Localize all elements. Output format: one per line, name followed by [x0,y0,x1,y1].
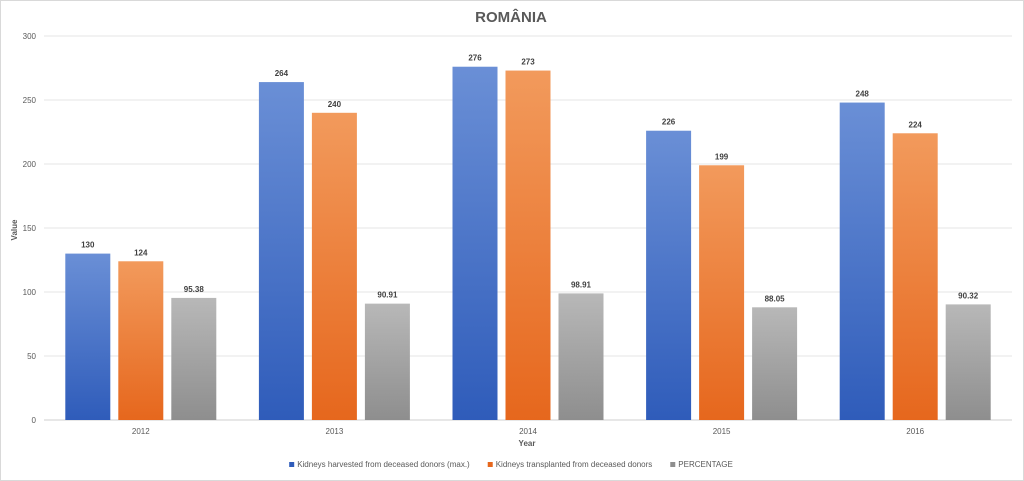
x-tick-label: 2012 [132,427,150,436]
data-label: 240 [328,100,342,109]
data-label: 95.38 [184,285,205,294]
x-tick-label: 2014 [519,427,537,436]
y-tick-label: 100 [23,288,37,297]
data-label: 98.91 [571,280,592,289]
legend-label: Kidneys transplanted from deceased donor… [496,460,653,469]
y-axis-ticks: 0 50 100 150 200 250 300 [23,32,37,425]
bar-2016-2 [945,304,991,420]
bar-2015-0 [646,130,692,420]
legend-swatch [289,462,295,467]
data-label: 273 [521,58,535,67]
x-tick-label: 2016 [906,427,924,436]
bar-2013-2 [364,303,410,420]
data-labels: 130 124 95.38 264 240 90.91 276 273 98.91 226 199 8… [81,54,979,304]
x-tick-label: 2013 [326,427,344,436]
data-label: 199 [715,152,729,161]
data-label: 248 [856,90,870,99]
legend-item: PERCENTAGE [670,460,733,469]
y-tick-label: 300 [23,32,37,41]
legend-item: Kidneys harvested from deceased donors (… [289,460,470,469]
bar-2012-2 [171,297,217,420]
y-tick-label: 50 [27,352,36,361]
bar-2012-0 [65,253,111,420]
legend-label: Kidneys harvested from deceased donors (… [297,460,470,469]
data-label: 224 [909,120,923,129]
bar-2013-1 [311,112,357,421]
legend-item: Kidneys transplanted from deceased donor… [487,460,653,469]
data-label: 276 [468,54,482,63]
data-label: 130 [81,241,95,250]
y-tick-label: 0 [32,416,37,425]
bar-2014-1 [505,70,551,420]
bar-2015-1 [699,165,745,420]
data-label: 88.05 [765,294,786,303]
bar-2012-1 [118,261,164,420]
data-label: 90.91 [377,291,398,300]
bar-2015-2 [752,307,798,420]
data-label: 264 [275,69,289,78]
bar-2014-0 [452,66,498,420]
legend-swatch [670,462,676,467]
data-label: 226 [662,118,676,127]
chart-title: ROMÂNIA [475,8,547,26]
legend-label: PERCENTAGE [678,460,733,469]
x-axis-ticks: 2012 2013 2014 2015 2016 [132,427,925,436]
x-axis-label: Year [519,439,536,448]
bar-2014-2 [558,293,604,420]
y-tick-label: 250 [23,96,37,105]
x-tick-label: 2015 [713,427,731,436]
y-tick-label: 200 [23,160,37,169]
bar-2013-0 [258,82,304,420]
bar-2016-0 [839,102,885,420]
legend: Kidneys harvested from deceased donors (… [289,460,733,469]
y-axis-label: Value [10,219,19,240]
bars [65,66,991,421]
legend-swatch [487,462,493,467]
data-label: 90.32 [958,291,979,300]
y-tick-label: 150 [23,224,37,233]
bar-2016-1 [892,133,938,420]
data-label: 124 [134,248,148,257]
